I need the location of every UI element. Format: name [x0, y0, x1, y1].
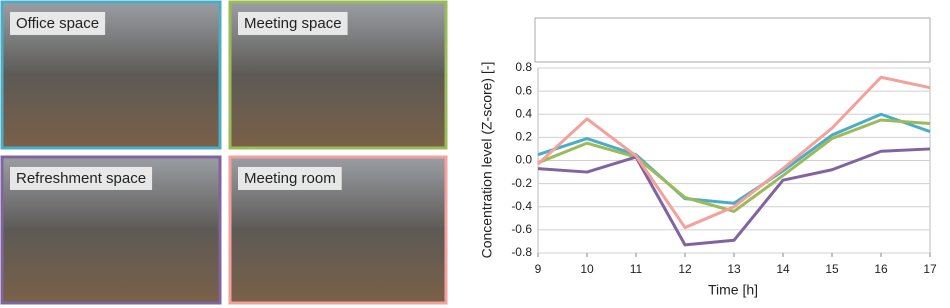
photo-label-bg	[10, 166, 153, 190]
photo-label: Refreshment space	[16, 170, 146, 187]
legend	[534, 17, 931, 63]
y-tick-label: 0.0	[515, 153, 532, 167]
photo-label-bg	[10, 11, 106, 35]
y-tick-label: -0.2	[511, 176, 532, 190]
photo-grid: Office space Meeting space Refreshment spa…	[0, 0, 448, 305]
y-tick-label: -0.8	[511, 245, 532, 259]
x-tick-label: 14	[776, 262, 790, 276]
y-tick-label: 0.8	[515, 60, 532, 74]
x-tick-label: 17	[923, 262, 937, 276]
x-tick-label: 9	[535, 262, 542, 276]
series-line	[537, 147, 931, 247]
y-axis-label: Concentration level (Z-score) [-]	[479, 62, 495, 259]
x-tick-label: 10	[580, 262, 594, 276]
y-tick-label: -0.6	[511, 222, 532, 236]
x-tick-label: 13	[727, 262, 741, 276]
series-line	[536, 75, 931, 230]
x-tick-label: 15	[825, 262, 839, 276]
photo-label: Meeting space	[244, 15, 342, 32]
y-tick-label: 0.6	[515, 83, 532, 97]
photo-label: Office space	[16, 15, 99, 32]
x-axis-label: Time [h]	[708, 282, 758, 298]
photo-label: Meeting room	[244, 170, 336, 187]
y-tick-label: 0.2	[515, 130, 532, 144]
y-tick-label: -0.4	[511, 199, 532, 213]
x-tick-label: 16	[874, 262, 888, 276]
series-line	[537, 112, 931, 205]
series-line	[537, 118, 931, 213]
x-tick-label: 12	[678, 262, 692, 276]
y-tick-label: 0.4	[515, 106, 532, 120]
photo-label-bg	[238, 166, 342, 190]
photo-label-bg	[238, 11, 348, 35]
x-tick-label: 11	[630, 262, 643, 276]
